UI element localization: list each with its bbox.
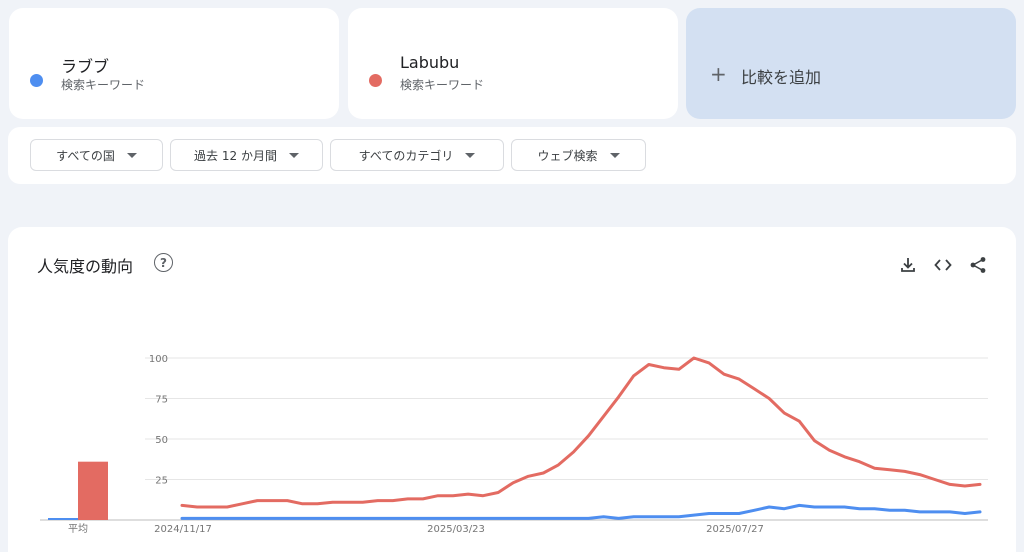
average-bar bbox=[78, 461, 108, 520]
dropdown-caret-icon bbox=[288, 152, 299, 158]
search-type-filter-label: ウェブ検索 bbox=[537, 148, 598, 163]
series-line bbox=[180, 356, 982, 509]
series-color-dot bbox=[369, 74, 382, 87]
x-tick-label: 2025/07/27 bbox=[706, 524, 764, 535]
term-card-labubu-ja[interactable]: ラブブ 検索キーワード bbox=[9, 8, 339, 119]
y-tick-label: 75 bbox=[155, 395, 168, 406]
region-filter[interactable]: すべての国 bbox=[30, 139, 163, 171]
dropdown-caret-icon bbox=[465, 152, 476, 158]
share-icon[interactable] bbox=[968, 255, 988, 275]
add-comparison-button[interactable]: + 比較を追加 bbox=[686, 8, 1016, 119]
term-card-labubu-en[interactable]: Labubu 検索キーワード bbox=[348, 8, 678, 119]
y-tick-label: 25 bbox=[155, 476, 168, 487]
interest-over-time-panel: 人気度の動向 ? bbox=[8, 227, 1016, 552]
dropdown-caret-icon bbox=[609, 152, 620, 158]
search-type-filter[interactable]: ウェブ検索 bbox=[511, 139, 646, 171]
add-comparison-label: 比較を追加 bbox=[741, 68, 822, 87]
term-name: ラブブ bbox=[61, 57, 110, 76]
term-type: 検索キーワード bbox=[61, 78, 146, 92]
time-range-filter-label: 過去 12 か月間 bbox=[194, 148, 277, 163]
time-range-filter[interactable]: 過去 12 か月間 bbox=[170, 139, 323, 171]
term-type: 検索キーワード bbox=[400, 78, 485, 92]
term-name: Labubu bbox=[400, 53, 460, 72]
series-color-dot bbox=[30, 74, 43, 87]
embed-code-icon[interactable] bbox=[933, 255, 953, 275]
plus-icon: + bbox=[710, 62, 727, 86]
help-icon[interactable]: ? bbox=[154, 253, 173, 272]
average-bar bbox=[48, 518, 78, 520]
download-icon[interactable] bbox=[898, 255, 918, 275]
average-label: 平均 bbox=[68, 523, 88, 535]
category-filter[interactable]: すべてのカテゴリ bbox=[330, 139, 504, 171]
category-filter-label: すべてのカテゴリ bbox=[358, 148, 454, 163]
panel-title: 人気度の動向 bbox=[37, 257, 134, 276]
region-filter-label: すべての国 bbox=[56, 148, 115, 163]
y-tick-label: 50 bbox=[155, 435, 168, 446]
series-line bbox=[180, 503, 982, 520]
dropdown-caret-icon bbox=[126, 152, 137, 158]
filter-bar: すべての国 過去 12 か月間 すべてのカテゴリ ウェブ検索 bbox=[8, 127, 1016, 184]
x-tick-label: 2025/03/23 bbox=[427, 524, 485, 535]
y-tick-label: 100 bbox=[149, 354, 168, 365]
x-tick-label: 2024/11/17 bbox=[154, 524, 212, 535]
